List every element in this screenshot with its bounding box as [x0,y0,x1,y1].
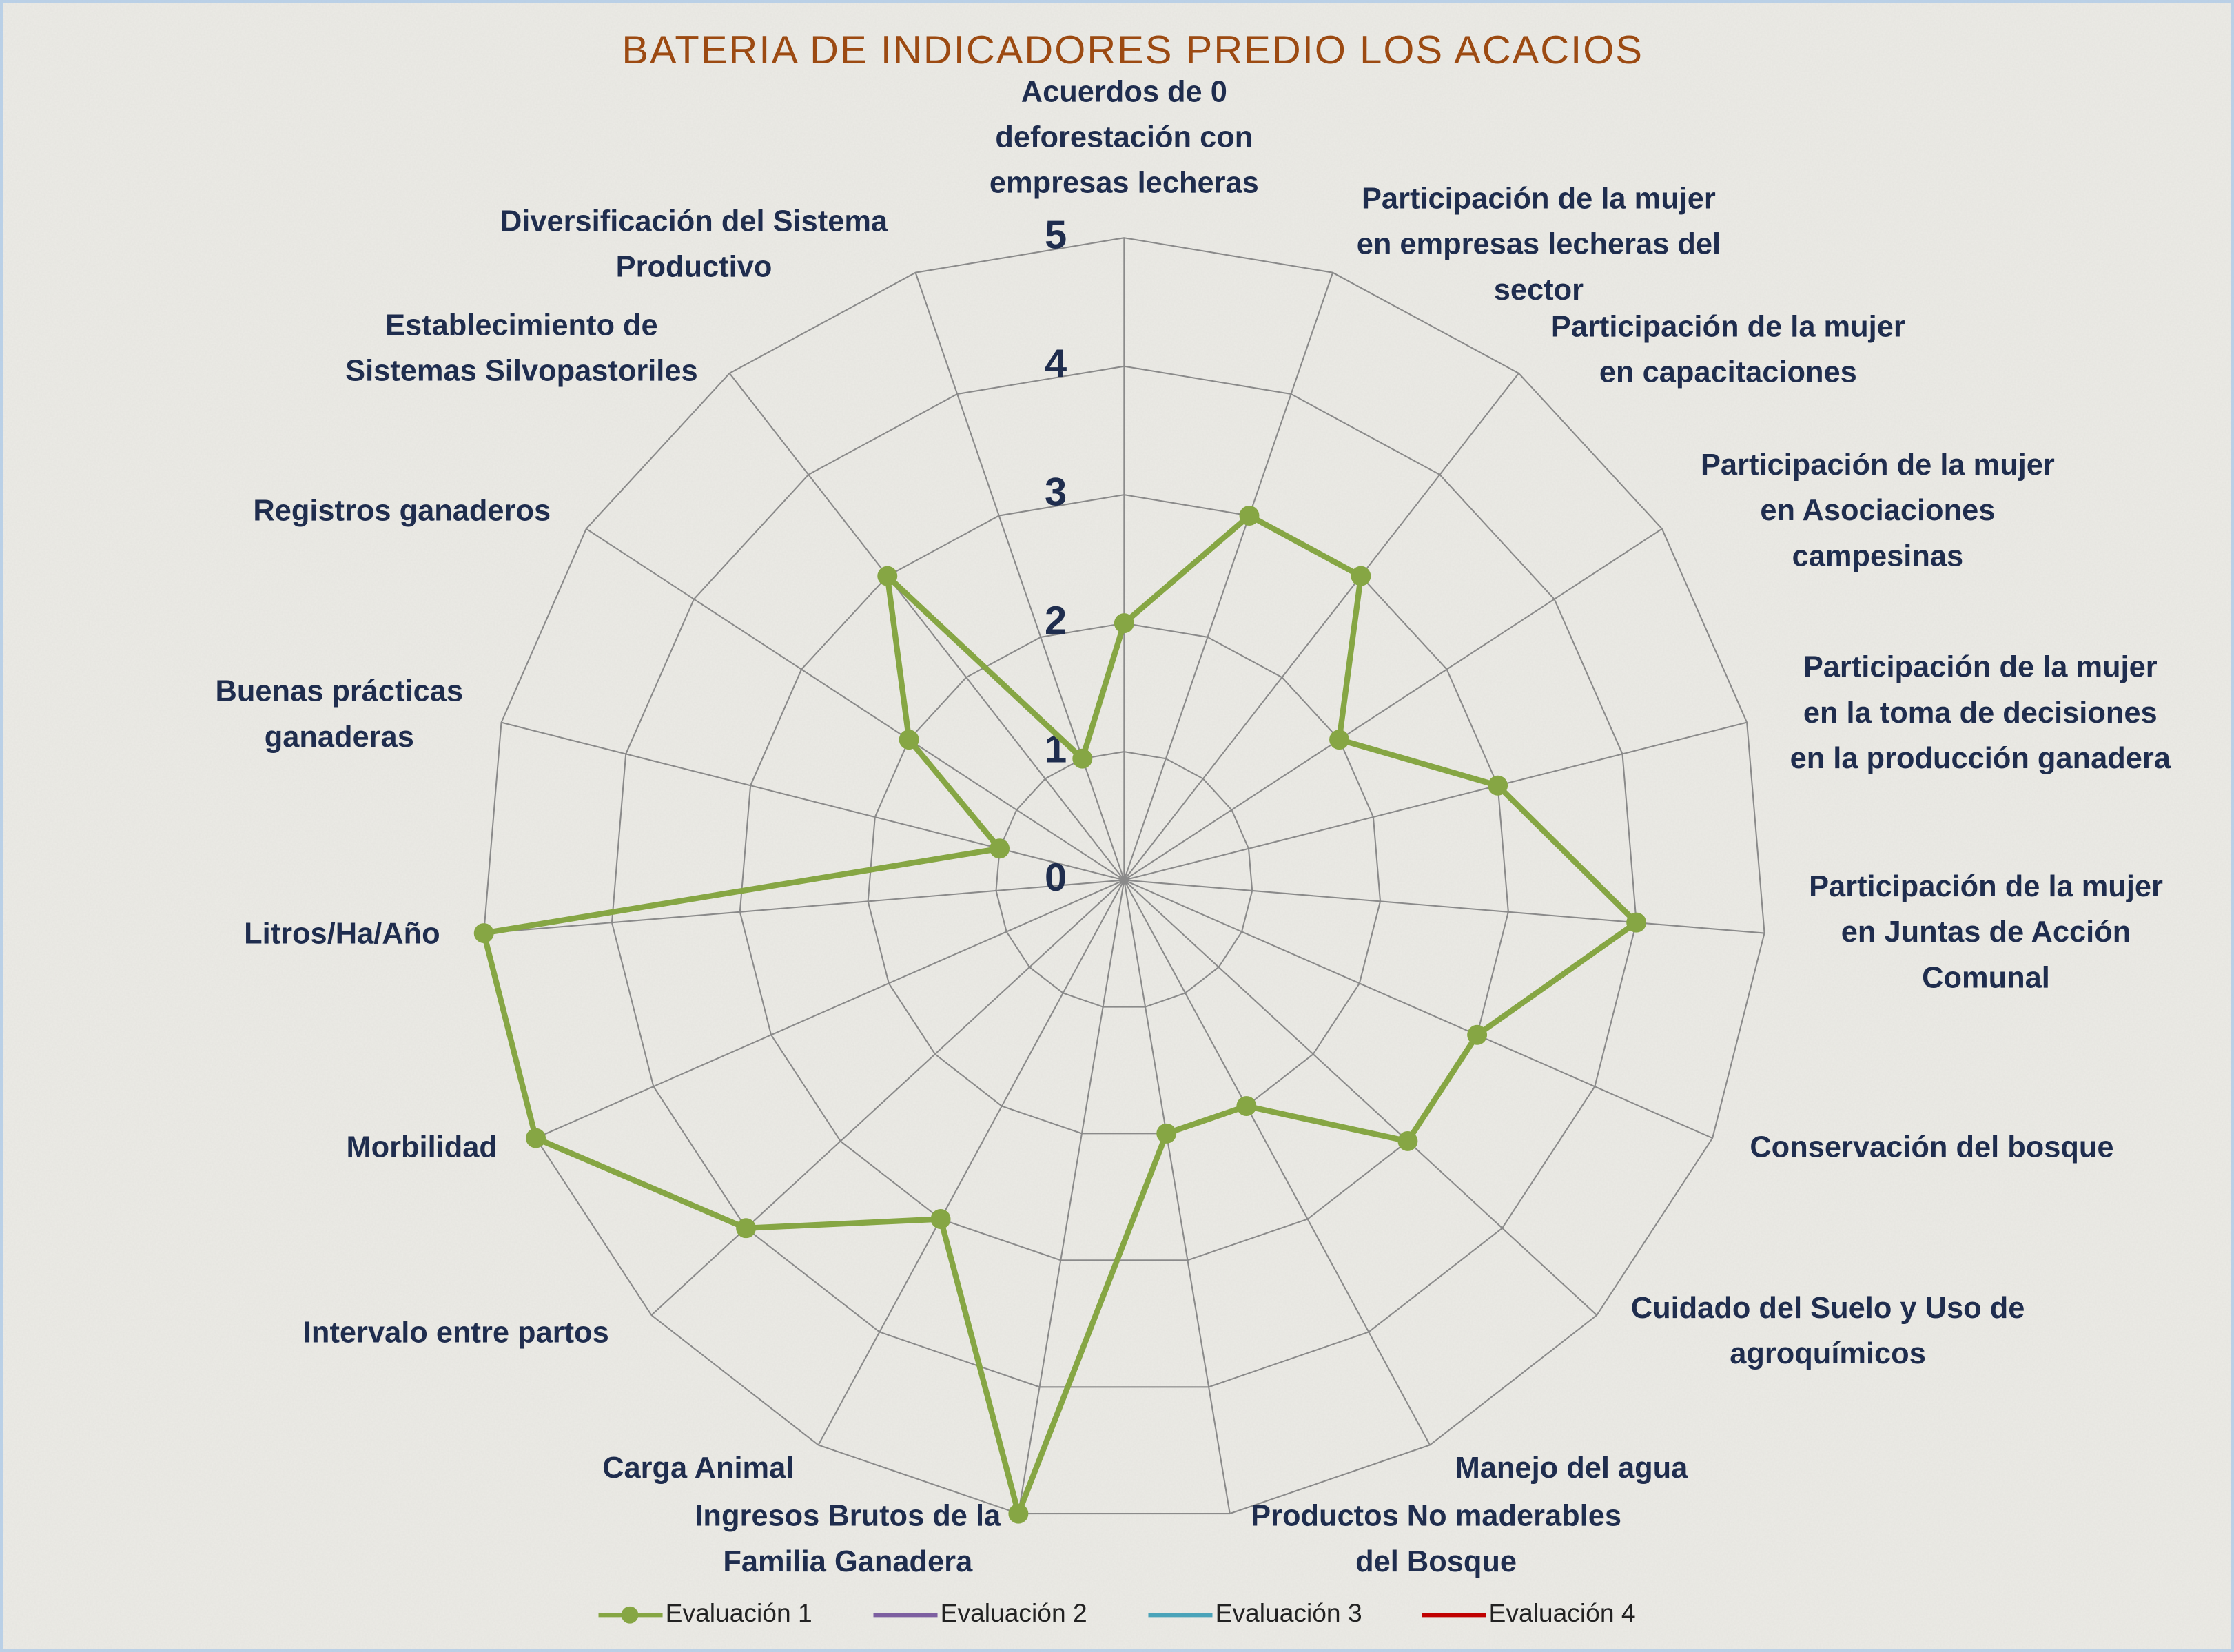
grid-ring [867,622,1382,1135]
category-label: Buenas prácticas ganaderas [216,675,463,754]
series-marker [877,566,898,586]
r-tick-label: 0 [1045,856,1067,900]
category-label: Carga Animal [602,1452,794,1485]
legend-label: Evaluación 3 [1216,1598,1362,1627]
spoke [1123,880,1431,1446]
spoke [535,879,1125,1139]
r-tick-label: 3 [1045,470,1067,514]
category-label: Manejo del agua [1455,1452,1689,1485]
spoke [914,272,1125,880]
series-marker [1351,566,1371,586]
series-marker [1397,1130,1418,1151]
category-label: Participación de la mujer en Asociaciones… [1701,449,2055,573]
spoke [1017,880,1125,1514]
r-tick-label: 4 [1045,342,1067,386]
series-marker [1626,912,1647,933]
r-tick-label: 5 [1045,214,1067,258]
spoke [728,373,1125,881]
legend-label: Evaluación 2 [941,1598,1087,1627]
category-label: Diversificación del Sistema Productivo [500,205,888,284]
series-marker [930,1209,951,1229]
category-label: Participación de la mujer en empresas lec… [1357,183,1721,307]
grid-ring [611,365,1637,1388]
spoke [817,880,1125,1446]
category-label: Registros ganaderos [253,495,551,528]
grid-ring [739,494,1509,1261]
category-label: Ingresos Brutos de la Familia Ganadera [695,1500,1001,1578]
spoke [586,528,1125,881]
spoke [1123,528,1663,881]
category-label: Morbilidad [346,1131,497,1164]
grid-ring [483,237,1765,1515]
series-marker [1239,505,1260,526]
series-marker [1114,613,1134,634]
series-marker [1156,1123,1177,1144]
legend-label: Evaluación 4 [1489,1598,1636,1627]
legend-marker [621,1606,639,1624]
spoke [1123,879,1597,1316]
spoke [1124,879,1765,934]
category-label: Participación de la mujer en la toma de d… [1790,651,2171,775]
chart-title: BATERIA DE INDICADORES PREDIO LOS ACACIO… [622,28,1643,72]
series-marker [1008,1503,1029,1524]
series-marker [1329,730,1350,750]
series-marker [1467,1024,1488,1045]
category-label: Acuerdos de 0 deforestación con empresas l… [990,76,1259,200]
category-label: Conservación del bosque [1750,1131,2113,1164]
category-label: Participación de la mujer en capacitacion… [1551,311,1905,389]
category-label: Litros/Ha/Año [244,918,440,951]
grid-ring [995,751,1253,1008]
series-marker [1488,775,1508,796]
series-marker [526,1128,546,1148]
spoke [1123,880,1231,1514]
series-marker [899,730,919,750]
series-marker [1236,1096,1257,1117]
spoke [1123,272,1334,880]
spoke [1123,879,1713,1139]
series-line [480,513,1639,1517]
spoke [484,879,1125,934]
category-label: Productos No maderables del Bosque [1251,1500,1621,1578]
category-label: Establecimiento de Sistemas Silvopastoril… [345,309,697,388]
spoke [650,879,1125,1316]
spoke [501,721,1125,881]
legend-label: Evaluación 1 [666,1598,812,1627]
series-marker [1072,748,1093,769]
r-tick-label: 2 [1045,599,1067,643]
series-marker [473,923,494,944]
category-label: Participación de la mujer en Juntas de Ac… [1809,870,2163,994]
series-marker [990,838,1010,859]
category-label: Intervalo entre partos [303,1316,609,1349]
series-marker [736,1218,757,1239]
spoke [1123,373,1519,881]
category-label: Cuidado del Suelo y Uso de agroquímicos [1631,1292,2025,1370]
spoke [1124,721,1748,881]
